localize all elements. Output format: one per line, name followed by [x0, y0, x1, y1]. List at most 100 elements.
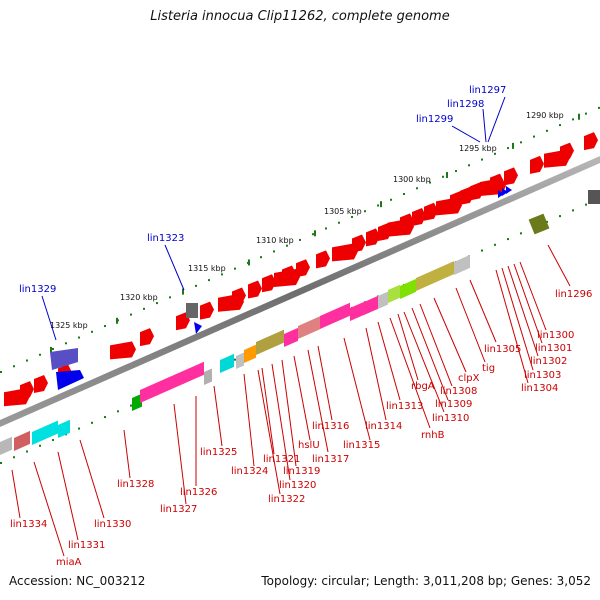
gene-label-lin1298[interactable]: lin1298 [447, 99, 484, 110]
leader-line-red [343, 337, 371, 441]
gene-label-miaA[interactable]: miaA [56, 557, 82, 568]
forward-gene-arrow [34, 374, 48, 393]
scale-dot [104, 325, 106, 328]
leader-line-red [257, 369, 281, 495]
gene-label-lin1301[interactable]: lin1301 [535, 343, 572, 354]
gene-label-rnhB[interactable]: rnhB [421, 430, 445, 441]
inner-dot [585, 203, 587, 206]
forward-gene-arrow [282, 265, 296, 284]
gene-label-lin1322[interactable]: lin1322 [268, 494, 305, 505]
scale-dot [533, 135, 535, 138]
forward-gene-arrow [110, 341, 136, 360]
cog-block [416, 270, 434, 291]
gene-label-rbgA[interactable]: rbgA [411, 381, 435, 392]
cog-block [244, 344, 256, 363]
cog-block [298, 316, 320, 339]
gene-label-lin1304[interactable]: lin1304 [521, 383, 558, 394]
gene-label-lin1327[interactable]: lin1327 [160, 504, 197, 515]
scale-tick [182, 288, 184, 295]
gene-label-lin1308[interactable]: lin1308 [440, 386, 477, 397]
gene-label-lin1314[interactable]: lin1314 [365, 421, 402, 432]
scale-dot [312, 233, 314, 236]
scale-dot [221, 273, 223, 276]
gene-label-lin1329[interactable]: lin1329 [19, 284, 56, 295]
leader-line-red [33, 461, 65, 557]
accession-text: Accession: NC_003212 [9, 574, 146, 588]
scale-dot [234, 267, 236, 270]
gene-label-lin1326[interactable]: lin1326 [180, 487, 217, 498]
cog-block [378, 291, 388, 309]
gene-label-lin1300[interactable]: lin1300 [537, 330, 574, 341]
gene-label-lin1330[interactable]: lin1330 [94, 519, 131, 530]
scale-dot [325, 227, 327, 230]
gene-lin1297[interactable] [506, 186, 512, 194]
scale-labels: 1290 kbp 1295 kbp 1300 kbp 1305 kbp 1310… [50, 111, 564, 330]
scale-dot [26, 359, 28, 362]
cog-block [434, 261, 454, 283]
gene-label-lin1321[interactable]: lin1321 [263, 454, 300, 465]
scale-tick [116, 317, 118, 324]
gene-label-lin1313[interactable]: lin1313 [386, 401, 423, 412]
gene-label-lin1296[interactable]: lin1296 [555, 289, 592, 300]
leader-line-blue [451, 125, 481, 143]
gene-label-lin1309[interactable]: lin1309 [435, 399, 472, 410]
scale-dot [507, 147, 509, 150]
gene-label-lin1320[interactable]: lin1320 [279, 480, 316, 491]
gene-label-lin1303[interactable]: lin1303 [524, 370, 561, 381]
forward-gene-arrow [262, 274, 276, 293]
scale-dot [572, 118, 574, 121]
cog-block [58, 419, 70, 438]
inner-dot [494, 243, 496, 246]
leader-line-red [307, 349, 329, 453]
gene-label-lin1328[interactable]: lin1328 [117, 479, 154, 490]
leader-line-red [501, 267, 534, 371]
scale-dot [416, 187, 418, 190]
inner-dot [559, 215, 561, 218]
inner-dot [104, 416, 106, 419]
gene-label-lin1299[interactable]: lin1299 [416, 114, 453, 125]
gene-label-lin1334[interactable]: lin1334 [10, 519, 47, 530]
gene-label-lin1317[interactable]: lin1317 [312, 454, 349, 465]
cog-block [204, 368, 212, 385]
scale-dot [455, 170, 457, 173]
gene-label-lin1331[interactable]: lin1331 [68, 540, 105, 551]
inner-dot [91, 421, 93, 424]
gene-label-hslU[interactable]: hslU [298, 440, 320, 451]
cog-blocks [0, 254, 470, 455]
leader-line-red [377, 321, 401, 401]
leader-line-red [397, 313, 419, 381]
gene-block-grey [186, 303, 198, 318]
cog-block [454, 254, 470, 275]
scale-dot [429, 181, 431, 184]
forward-gene-arrow [232, 287, 246, 306]
gene-label-lin1315[interactable]: lin1315 [343, 440, 380, 451]
inner-dot [117, 410, 119, 413]
cog-block [14, 430, 30, 451]
gene-label-lin1325[interactable]: lin1325 [200, 447, 237, 458]
gene-lin1299[interactable] [498, 190, 504, 198]
forward-strand-genes [4, 132, 598, 407]
gene-block-darkgrey [588, 190, 600, 204]
scale-label: 1300 kbp [393, 175, 431, 184]
gene-label-lin1319[interactable]: lin1319 [283, 466, 320, 477]
gene-label-lin1324[interactable]: lin1324 [231, 466, 268, 477]
forward-gene-arrow [140, 328, 154, 347]
gene-label-tig[interactable]: tig [482, 363, 495, 374]
gene-label-lin1305[interactable]: lin1305 [484, 344, 521, 355]
leader-line-red [469, 279, 497, 343]
gene-label-lin1316[interactable]: lin1316 [312, 421, 349, 432]
gene-lin1323[interactable] [194, 322, 202, 334]
leader-line-red [507, 265, 539, 357]
gene-label-lin1302[interactable]: lin1302 [530, 356, 567, 367]
inner-dot [572, 209, 574, 212]
scale-track [0, 106, 600, 373]
gene-label-lin1310[interactable]: lin1310 [432, 413, 469, 424]
scale-dot [208, 279, 210, 282]
gene-label-clpX[interactable]: clpX [458, 373, 480, 384]
gene-label-lin1323[interactable]: lin1323 [147, 233, 184, 244]
forward-gene-arrow [400, 213, 414, 232]
gene-lin1329[interactable] [56, 370, 84, 390]
gene-label-lin1297[interactable]: lin1297 [469, 85, 506, 96]
forward-gene-arrow [424, 202, 438, 221]
